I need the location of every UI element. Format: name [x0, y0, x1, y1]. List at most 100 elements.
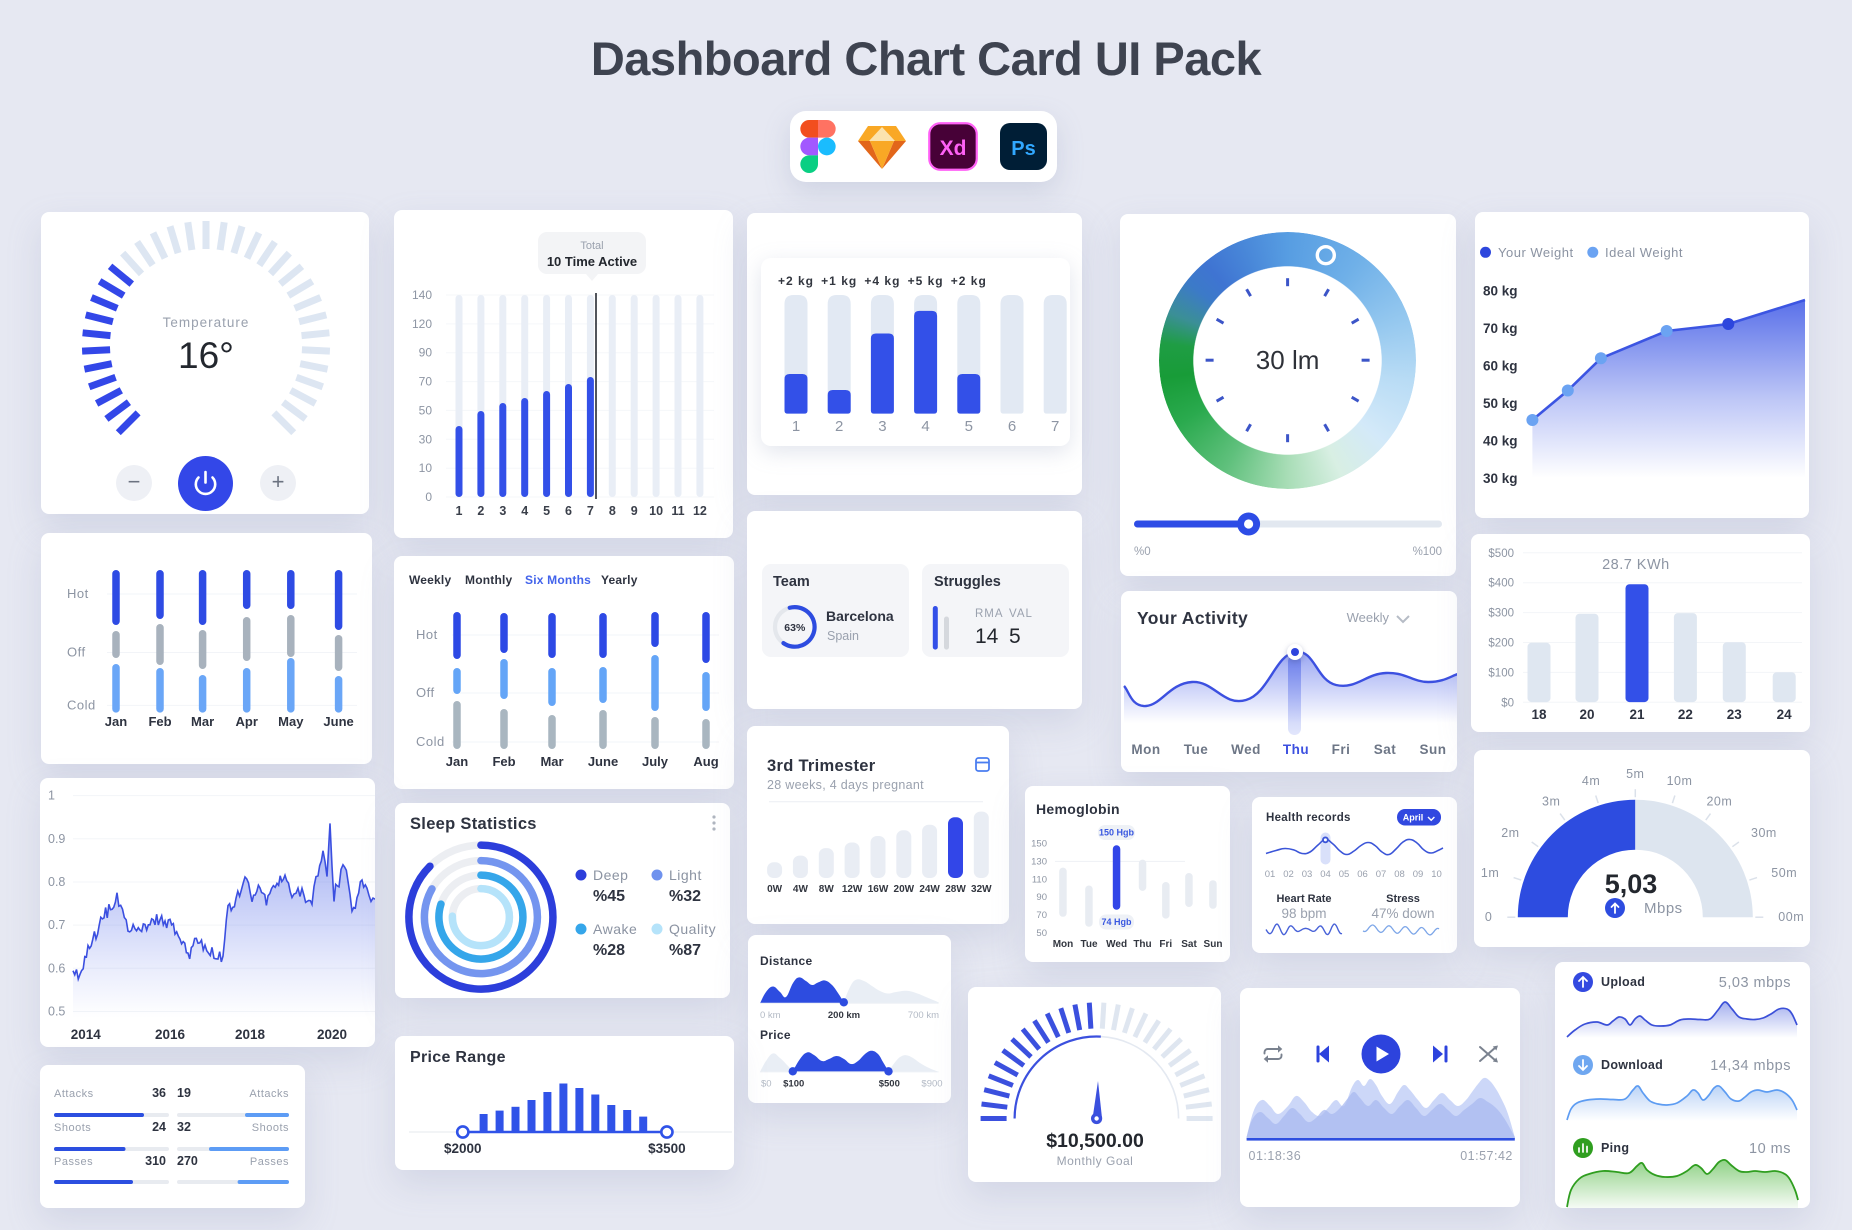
svg-text:Struggles: Struggles — [934, 574, 1001, 590]
svg-text:Sat: Sat — [1374, 742, 1397, 757]
svg-text:11: 11 — [671, 504, 684, 518]
svg-text:50 kg: 50 kg — [1483, 396, 1518, 411]
svg-text:Apr: Apr — [236, 714, 258, 729]
svg-text:Weekly: Weekly — [1347, 610, 1390, 625]
svg-text:Wed: Wed — [1106, 939, 1127, 950]
svg-text:4: 4 — [921, 418, 929, 435]
svg-text:21: 21 — [1629, 707, 1645, 722]
svg-text:Shoots: Shoots — [252, 1122, 289, 1134]
svg-text:Quality: Quality — [669, 921, 716, 937]
svg-text:1: 1 — [792, 418, 800, 435]
svg-text:2016: 2016 — [155, 1027, 186, 1042]
svg-text:70: 70 — [1036, 910, 1047, 921]
svg-text:0.8: 0.8 — [48, 875, 65, 889]
svg-text:98 bpm: 98 bpm — [1281, 906, 1326, 921]
svg-text:32: 32 — [177, 1120, 191, 1134]
svg-text:16W: 16W — [868, 884, 889, 895]
svg-text:Sun: Sun — [1420, 742, 1447, 757]
svg-text:$500: $500 — [879, 1079, 900, 1090]
svg-text:6: 6 — [565, 504, 572, 518]
svg-text:Tue: Tue — [1184, 742, 1209, 757]
svg-text:Mar: Mar — [540, 754, 563, 769]
svg-text:Team: Team — [773, 574, 810, 590]
svg-text:50m: 50m — [1771, 866, 1797, 880]
svg-text:270: 270 — [177, 1154, 198, 1168]
svg-text:90: 90 — [419, 346, 433, 360]
svg-text:200 km: 200 km — [828, 1010, 860, 1021]
svg-text:1: 1 — [456, 504, 463, 518]
svg-text:5: 5 — [1009, 625, 1021, 648]
svg-text:RMA: RMA — [975, 608, 1004, 620]
svg-text:$0: $0 — [1501, 697, 1514, 709]
svg-text:Total: Total — [580, 240, 603, 252]
svg-text:Attacks: Attacks — [54, 1088, 94, 1100]
svg-text:Weekly: Weekly — [409, 573, 451, 587]
svg-text:7: 7 — [1051, 418, 1059, 435]
svg-text:00m: 00m — [1778, 910, 1804, 924]
svg-text:Mbps: Mbps — [1644, 900, 1683, 917]
svg-text:24: 24 — [1777, 707, 1793, 722]
svg-text:Awake: Awake — [593, 921, 637, 937]
svg-text:03: 03 — [1302, 869, 1313, 880]
svg-text:14,34 mbps: 14,34 mbps — [1710, 1058, 1791, 1074]
svg-text:Monthly: Monthly — [465, 573, 513, 587]
svg-text:July: July — [642, 754, 669, 769]
svg-text:Jan: Jan — [105, 714, 127, 729]
svg-text:150 Hgb: 150 Hgb — [1099, 828, 1135, 838]
svg-text:24W: 24W — [919, 884, 940, 895]
svg-text:Barcelona: Barcelona — [826, 608, 894, 624]
svg-text:30 lm: 30 lm — [1256, 345, 1320, 375]
svg-text:32W: 32W — [971, 884, 992, 895]
svg-text:Passes: Passes — [54, 1156, 93, 1168]
svg-text:%0: %0 — [1134, 546, 1151, 558]
svg-text:2020: 2020 — [317, 1027, 347, 1042]
svg-text:4m: 4m — [1582, 774, 1600, 788]
svg-text:Price Range: Price Range — [410, 1049, 506, 1066]
svg-text:8W: 8W — [819, 884, 835, 895]
svg-text:0W: 0W — [767, 884, 783, 895]
svg-text:36: 36 — [152, 1086, 166, 1100]
svg-text:4W: 4W — [793, 884, 809, 895]
svg-text:Wed: Wed — [1231, 742, 1261, 757]
svg-text:28W: 28W — [945, 884, 966, 895]
svg-text:20: 20 — [1579, 707, 1594, 722]
svg-text:+5 kg: +5 kg — [908, 274, 944, 288]
svg-text:5,03: 5,03 — [1605, 869, 1658, 899]
svg-text:90: 90 — [1036, 892, 1047, 903]
svg-text:0: 0 — [1485, 910, 1492, 924]
svg-text:Passes: Passes — [250, 1156, 289, 1168]
svg-text:0.6: 0.6 — [48, 961, 65, 975]
svg-text:Ps: Ps — [1011, 138, 1035, 160]
svg-text:70: 70 — [419, 375, 433, 389]
svg-text:23: 23 — [1727, 707, 1743, 722]
svg-text:Cold: Cold — [67, 697, 96, 712]
svg-text:Sat: Sat — [1181, 939, 1197, 950]
svg-text:700 km: 700 km — [908, 1010, 939, 1021]
svg-text:3rd Trimester: 3rd Trimester — [767, 757, 876, 775]
svg-text:$500: $500 — [1488, 548, 1514, 560]
svg-text:50: 50 — [1036, 928, 1047, 939]
svg-text:Shoots: Shoots — [54, 1122, 91, 1134]
svg-text:0.5: 0.5 — [48, 1005, 65, 1019]
svg-text:09: 09 — [1413, 869, 1424, 880]
svg-text:Attacks: Attacks — [249, 1088, 289, 1100]
svg-text:10: 10 — [1431, 869, 1442, 880]
svg-text:Off: Off — [416, 685, 435, 700]
svg-text:Hot: Hot — [67, 586, 89, 601]
svg-text:Your Activity: Your Activity — [1137, 608, 1248, 628]
svg-text:10: 10 — [649, 504, 663, 518]
svg-text:19: 19 — [177, 1086, 191, 1100]
svg-text:01:18:36: 01:18:36 — [1249, 1149, 1302, 1163]
svg-text:Ideal Weight: Ideal Weight — [1605, 245, 1683, 260]
svg-text:07: 07 — [1376, 869, 1387, 880]
svg-text:28 weeks, 4 days pregnant: 28 weeks, 4 days pregnant — [767, 778, 924, 792]
svg-text:$400: $400 — [1488, 578, 1514, 590]
svg-text:5: 5 — [965, 418, 973, 435]
svg-text:16°: 16° — [178, 335, 234, 376]
svg-text:%32: %32 — [669, 888, 701, 905]
svg-text:30: 30 — [419, 432, 433, 446]
svg-text:06: 06 — [1357, 869, 1368, 880]
svg-text:7: 7 — [587, 504, 594, 518]
svg-text:30m: 30m — [1751, 826, 1777, 840]
svg-text:20W: 20W — [894, 884, 915, 895]
